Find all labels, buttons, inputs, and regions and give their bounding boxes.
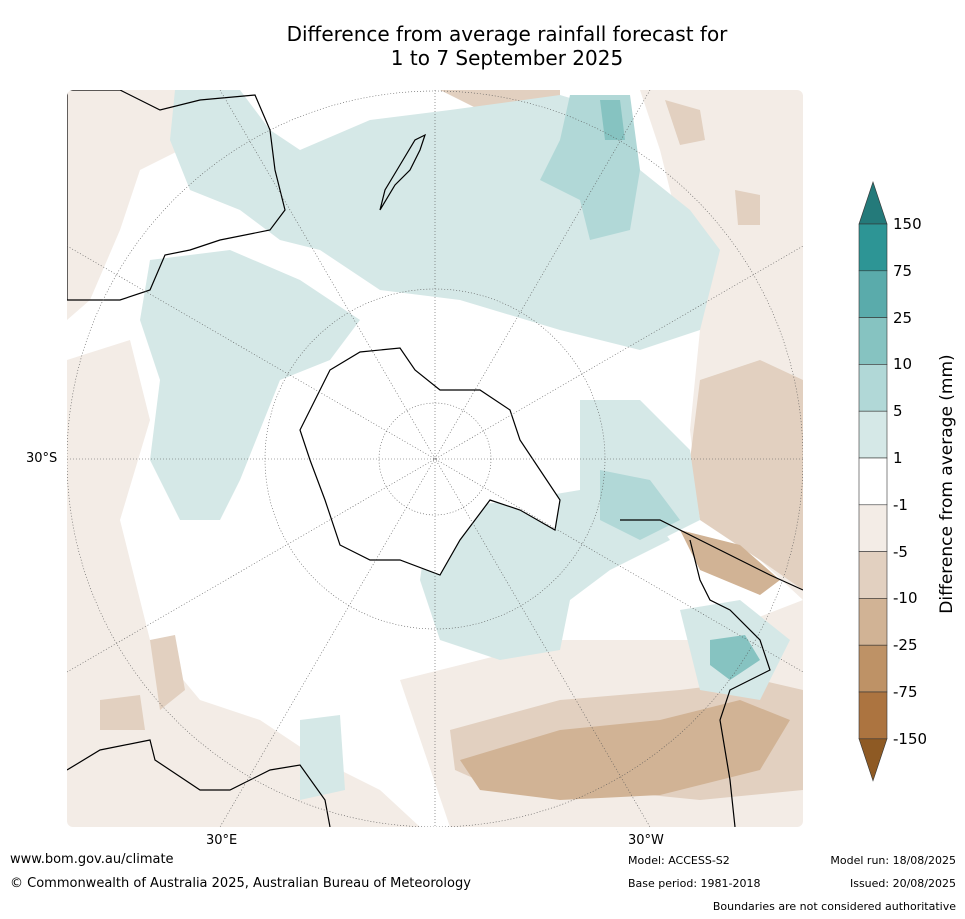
africa-coast <box>67 739 331 827</box>
colorbar-under-arrow <box>858 738 888 782</box>
map-canvas <box>67 90 803 827</box>
title-line-1: Difference from average rainfall forecas… <box>286 22 728 46</box>
lon-label-30e: 30°E <box>206 833 238 848</box>
australia-coast <box>67 90 286 301</box>
colorbar-tick-label: -1 <box>893 495 908 514</box>
colorbar-segment <box>858 317 888 365</box>
footer-issued: Issued: 20/08/2025 <box>849 877 956 890</box>
colorbar-tick-label: 1 <box>893 449 903 467</box>
colorbar-tick-label: 5 <box>893 402 903 421</box>
title-line-2: 1 to 7 September 2025 <box>390 46 624 70</box>
footer-base-period: Base period: 1981-2018 <box>628 877 761 890</box>
colorbar-tick-label: 10 <box>893 355 913 374</box>
south-america-coast <box>620 519 803 827</box>
colorbar-segment <box>858 410 888 459</box>
colorbar-segment <box>858 504 888 552</box>
new-zealand-coast <box>379 133 427 211</box>
colorbar-tick-label: 150 <box>893 215 922 233</box>
colorbar-label: Difference from average (mm) <box>937 354 957 614</box>
colorbar-segment <box>858 270 888 318</box>
lon-label-30w: 30°W <box>628 833 664 848</box>
colorbar-tick-label: 25 <box>893 308 913 327</box>
footer-website[interactable]: www.bom.gov.au/climate <box>10 852 174 867</box>
chart-title: Difference from average rainfall forecas… <box>0 22 965 70</box>
footer-model: Model: ACCESS-S2 <box>628 854 730 867</box>
colorbar-over-arrow <box>858 181 888 225</box>
lat-label-30s: 30°S <box>26 451 58 466</box>
antarctica-coast <box>299 347 561 576</box>
colorbar-segment <box>858 364 888 412</box>
colorbar-tick-label: -75 <box>893 683 918 701</box>
colorbar-tick-label: -25 <box>893 636 918 655</box>
colorbar <box>858 181 888 782</box>
wet-regions <box>140 90 790 800</box>
footer-disclaimer: Boundaries are not considered authoritat… <box>712 900 956 913</box>
colorbar-segment <box>858 551 888 599</box>
colorbar-tick-label: -10 <box>893 589 918 608</box>
colorbar-tick-label: -5 <box>893 542 908 561</box>
colorbar-segment <box>858 457 888 506</box>
colorbar-segment <box>858 223 888 272</box>
colorbar-segment <box>858 598 888 646</box>
graticule <box>67 90 803 827</box>
colorbar-segment <box>858 691 888 740</box>
colorbar-tick-label: 75 <box>893 261 913 280</box>
footer-copyright: © Commonwealth of Australia 2025, Austra… <box>10 876 471 891</box>
colorbar-segment <box>858 644 888 693</box>
footer-model-run: Model run: 18/08/2025 <box>830 854 956 867</box>
colorbar-tick-label: -150 <box>893 729 928 748</box>
